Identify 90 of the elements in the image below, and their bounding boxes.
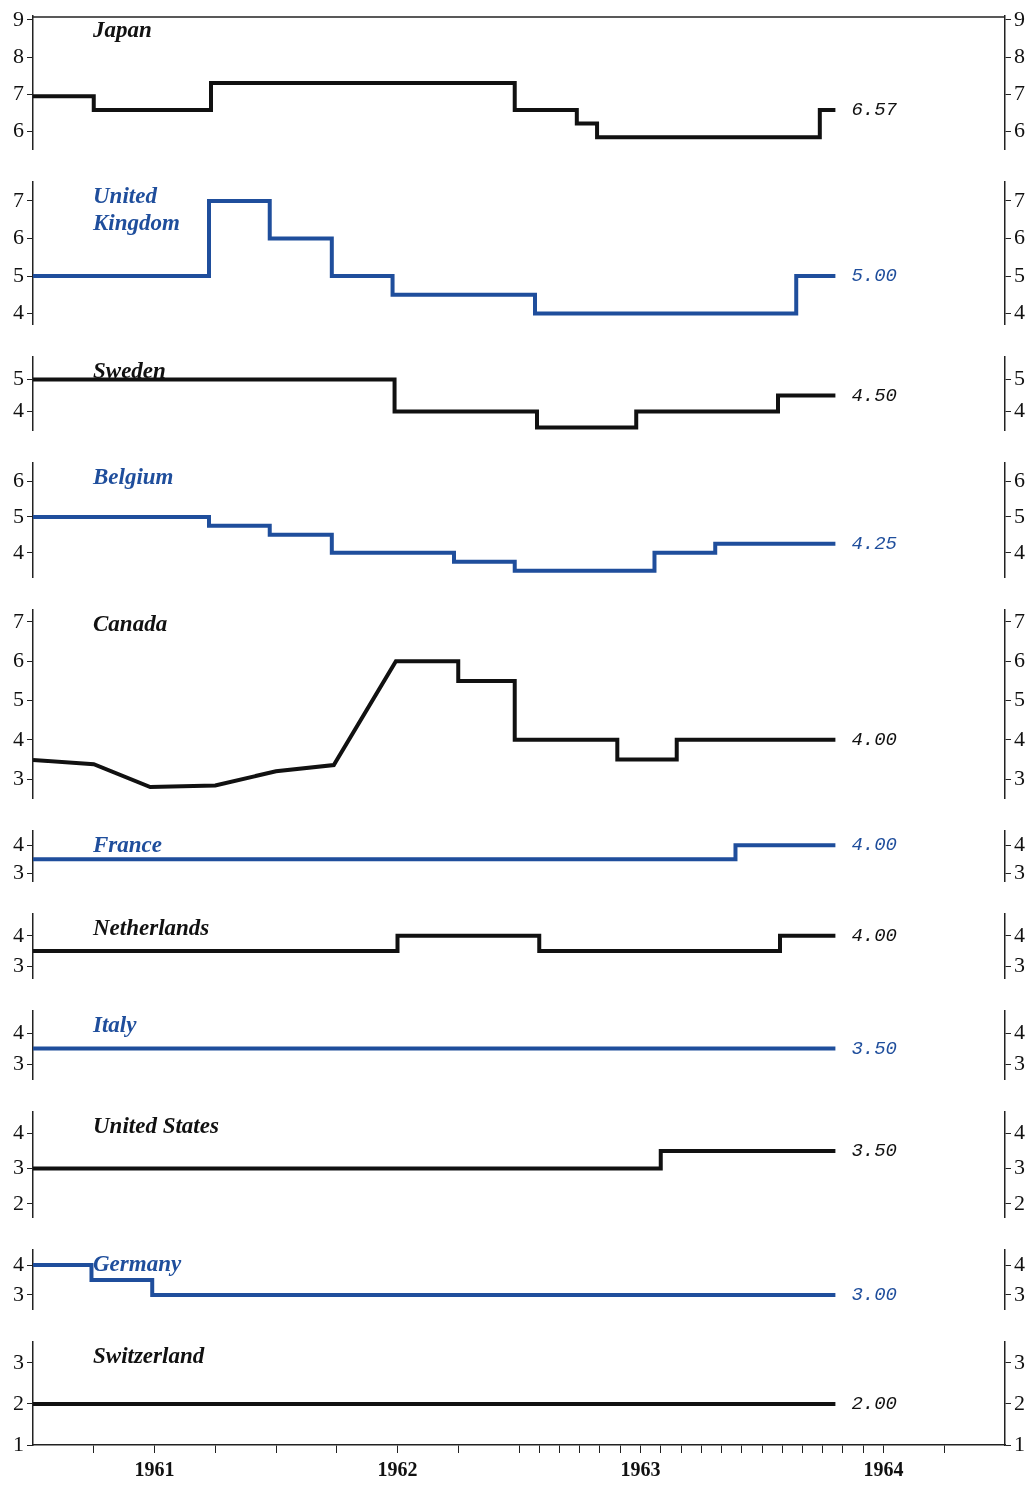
data-label: 4.00: [851, 924, 898, 947]
y2-tick-label: 5: [1014, 502, 1025, 528]
y-tick-label: 5: [13, 365, 24, 391]
y2-tick-label: 5: [1014, 365, 1025, 391]
y-tick-label: 3: [13, 859, 24, 885]
data-label: 3.50: [851, 1139, 898, 1162]
y2-tick-label: 5: [1014, 686, 1025, 712]
y2-tick-label: 6: [1014, 647, 1025, 673]
y2-tick-label: 3: [1014, 1154, 1025, 1180]
data-label: 4.00: [851, 728, 898, 751]
y2-tick-label: 3: [1014, 859, 1025, 885]
y-tick-label: 4: [13, 299, 24, 325]
series-label: United Kingdom: [92, 182, 180, 235]
y-tick-label: 6: [13, 117, 24, 143]
y2-tick-label: 9: [1014, 5, 1025, 31]
y2-tick-label: 2: [1014, 1189, 1025, 1215]
data-label: 6.57: [851, 99, 898, 122]
y2-tick-label: 4: [1014, 831, 1025, 857]
x-tick-label: 1964: [863, 1458, 904, 1481]
y-tick-label: 4: [13, 725, 24, 751]
y2-tick-label: 7: [1014, 186, 1025, 212]
y2-tick-label: 7: [1014, 607, 1025, 633]
y2-tick-label: 3: [1014, 1348, 1025, 1374]
y2-tick-label: 6: [1014, 466, 1025, 492]
data-label: 4.25: [851, 532, 898, 555]
y-tick-label: 2: [13, 1189, 24, 1215]
y-tick-label: 3: [13, 764, 24, 790]
series-label: France: [92, 831, 162, 857]
data-label: 5.00: [851, 265, 898, 288]
y-tick-label: 4: [13, 1018, 24, 1044]
y2-tick-label: 3: [1014, 764, 1025, 790]
data-label: 3.00: [851, 1283, 898, 1306]
data-label: 3.50: [851, 1037, 898, 1060]
y2-tick-label: 4: [1014, 397, 1025, 423]
y-tick-label: 2: [13, 1389, 24, 1415]
y-tick-label: 1: [13, 1430, 24, 1456]
y2-tick-label: 4: [1014, 921, 1025, 947]
y-tick-label: 3: [13, 1154, 24, 1180]
series-label: Sweden: [93, 357, 166, 383]
y-tick-label: 4: [13, 1119, 24, 1145]
y2-tick-label: 7: [1014, 79, 1025, 105]
series-label: Switzerland: [93, 1342, 205, 1368]
y2-tick-label: 6: [1014, 224, 1025, 250]
x-tick-label: 1961: [134, 1458, 175, 1481]
y-tick-label: 3: [13, 1049, 24, 1075]
y-tick-label: 4: [13, 921, 24, 947]
y-tick-label: 6: [13, 466, 24, 492]
y2-tick-label: 8: [1014, 42, 1025, 68]
series-label: Netherlands: [92, 914, 210, 940]
y-tick-label: 4: [13, 538, 24, 564]
x-tick-label: 1962: [377, 1458, 418, 1481]
text: Canada: [93, 610, 168, 636]
y-tick-label: 6: [13, 647, 24, 673]
series-label: United States: [93, 1112, 219, 1138]
series-label: Belgium: [92, 463, 174, 489]
y2-tick-label: 6: [1014, 117, 1025, 143]
data-label: 4.50: [851, 384, 898, 407]
y-tick-label: 8: [13, 42, 24, 68]
y-tick-label: 7: [13, 186, 24, 212]
y-tick-label: 7: [13, 607, 24, 633]
y2-tick-label: 4: [1014, 1250, 1025, 1276]
y2-tick-label: 3: [1014, 952, 1025, 978]
y2-tick-label: 4: [1014, 725, 1025, 751]
data-label: 2.00: [851, 1392, 898, 1415]
y-tick-label: 3: [13, 1348, 24, 1374]
y2-tick-label: 2: [1014, 1389, 1025, 1415]
y2-tick-label: 3: [1014, 1049, 1025, 1075]
series-label: Germany: [93, 1250, 182, 1276]
y-tick-label: 4: [13, 831, 24, 857]
data-label: 4.00: [851, 834, 898, 857]
y2-tick-label: 5: [1014, 261, 1025, 287]
y-tick-label: 3: [13, 952, 24, 978]
y2-tick-label: 4: [1014, 1018, 1025, 1044]
y-tick-label: 4: [13, 1250, 24, 1276]
y-tick-label: 9: [13, 5, 24, 31]
text: Japan: [92, 16, 152, 42]
x-tick-label: 1963: [620, 1458, 661, 1481]
y2-tick-label: 4: [1014, 538, 1025, 564]
y2-tick-label: 1: [1014, 1430, 1025, 1456]
y-tick-label: 4: [13, 397, 24, 423]
y-tick-label: 5: [13, 261, 24, 287]
y-tick-label: 5: [13, 686, 24, 712]
y2-tick-label: 4: [1014, 1119, 1025, 1145]
y2-tick-label: 3: [1014, 1280, 1025, 1306]
y-tick-label: 7: [13, 79, 24, 105]
y-tick-label: 6: [13, 224, 24, 250]
y-tick-label: 5: [13, 502, 24, 528]
series-label: Italy: [92, 1011, 138, 1037]
y2-tick-label: 4: [1014, 299, 1025, 325]
y-tick-label: 3: [13, 1280, 24, 1306]
